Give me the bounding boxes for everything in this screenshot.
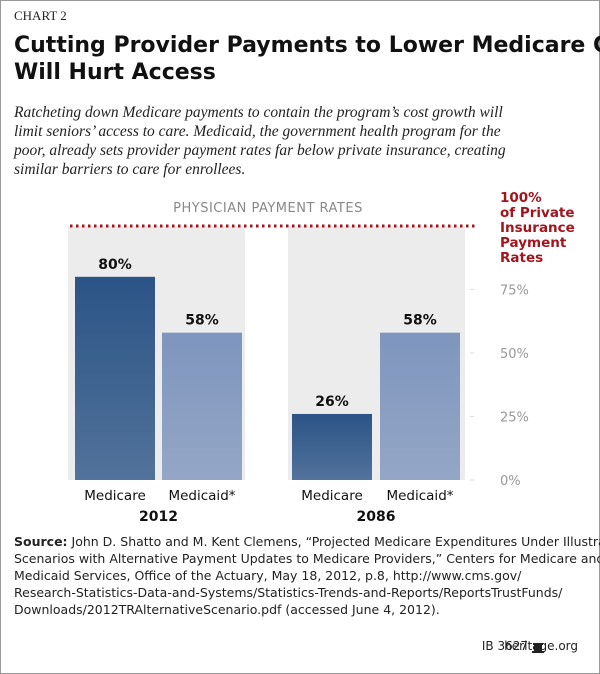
source-line: Research-Statistics-Data-and-Systems/Sta…: [14, 585, 563, 600]
source-text: John D. Shatto and M. Kent Clemens, “Pro…: [71, 534, 600, 549]
group-label: 2086: [357, 509, 396, 525]
reference-label: of Private: [500, 205, 575, 221]
reference-label: Rates: [500, 250, 543, 266]
source-label: Source:: [14, 534, 68, 549]
kicker: CHART 2: [14, 8, 67, 23]
bar: [162, 332, 242, 480]
chart-title: Cutting Provider Payments to Lower Medic…: [14, 33, 600, 58]
chart-title: Will Hurt Access: [14, 60, 216, 85]
value-label: 80%: [98, 257, 132, 273]
y-tick-label: 50%: [500, 347, 529, 362]
reference-label: Payment: [500, 235, 567, 251]
subtitle: Ratcheting down Medicare payments to con…: [13, 104, 503, 121]
subtitle: limit seniors’ access to care. Medicaid,…: [14, 123, 501, 140]
x-tick-label: Medicare: [301, 488, 363, 504]
bar: [380, 332, 460, 480]
y-tick-label: 25%: [500, 411, 529, 426]
group-label: 2012: [139, 509, 178, 525]
source-line: Source: John D. Shatto and M. Kent Cleme…: [14, 534, 600, 549]
footer-site: heritage.org: [504, 639, 578, 653]
x-tick-label: Medicaid*: [386, 488, 453, 504]
source-line: Medicaid Services, Office of the Actuary…: [14, 568, 522, 583]
reference-label: Insurance: [500, 220, 575, 236]
value-label: 26%: [315, 394, 349, 410]
footer-id: IB 3627: [482, 639, 528, 653]
bar: [75, 276, 155, 480]
x-tick-label: Medicaid*: [168, 488, 235, 504]
y-tick-label: 75%: [500, 284, 529, 299]
value-label: 58%: [185, 313, 219, 329]
annotation: PHYSICIAN PAYMENT RATES: [173, 201, 363, 216]
source: Source: John D. Shatto and M. Kent Cleme…: [14, 534, 600, 617]
bell-icon: [532, 643, 544, 653]
value-label: 58%: [403, 313, 437, 329]
source-line: Downloads/2012TRAlternativeScenario.pdf …: [14, 602, 440, 617]
source-line: Scenarios with Alternative Payment Updat…: [14, 551, 600, 566]
subtitle: similar barriers to care for enrollees.: [14, 161, 245, 178]
bar: [292, 413, 372, 480]
reference-label: 100%: [500, 190, 542, 206]
subtitle: poor, already sets provider payment rate…: [13, 142, 506, 159]
x-tick-label: Medicare: [84, 488, 146, 504]
y-tick-label: 0%: [500, 474, 521, 489]
